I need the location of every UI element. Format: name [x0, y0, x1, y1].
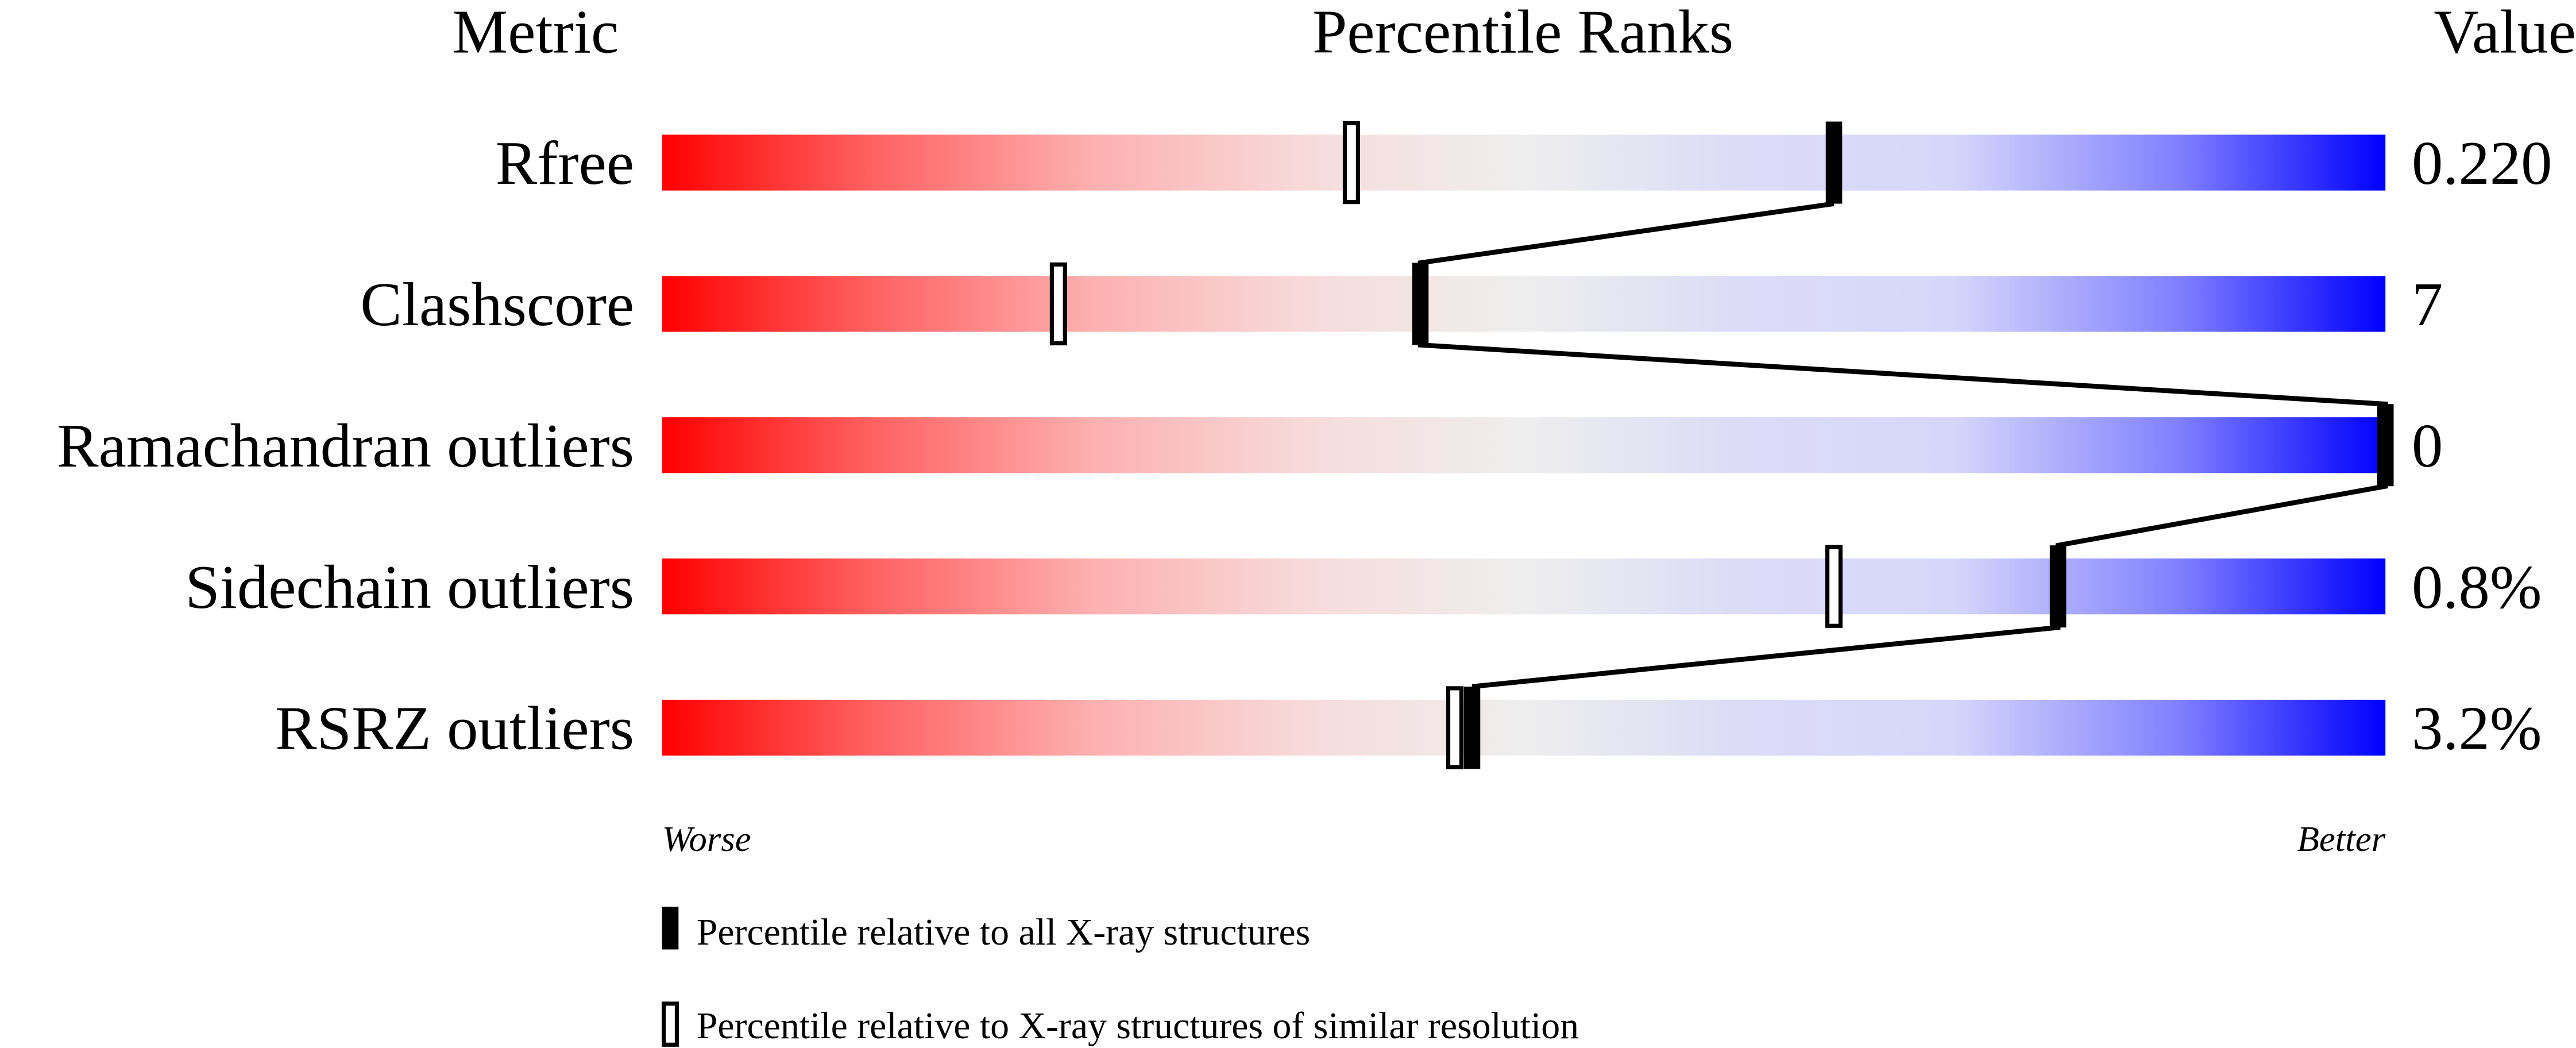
metric-label-rfree: Rfree	[496, 128, 634, 198]
legend-filled-marker	[662, 907, 679, 950]
marker-all-ramachandran-outliers	[2377, 404, 2394, 487]
marker-similar-rfree	[1342, 121, 1360, 205]
header-value: Value	[2434, 0, 2576, 66]
percentile-bar-rsrz-outliers	[662, 699, 2386, 756]
metric-value-ramachandran-outliers: 0	[2412, 411, 2443, 480]
legend-open-marker	[661, 1001, 679, 1047]
marker-all-rsrz-outliers	[1463, 687, 1481, 769]
percentile-bar-rfree	[662, 134, 2386, 191]
legend-open-label: Percentile relative to X-ray structures …	[697, 1005, 1579, 1047]
percentile-bar-ramachandran-outliers	[662, 417, 2386, 473]
metric-value-rsrz-outliers: 3.2%	[2412, 693, 2542, 763]
metric-label-sidechain-outliers: Sidechain outliers	[185, 552, 634, 622]
metric-label-clashscore: Clashscore	[360, 269, 634, 339]
header-metric: Metric	[453, 0, 619, 66]
marker-all-rfree	[1825, 121, 1843, 204]
metric-value-rfree: 0.220	[2412, 128, 2552, 198]
metric-value-sidechain-outliers: 0.8%	[2412, 552, 2542, 622]
metric-label-rsrz-outliers: RSRZ outliers	[275, 693, 634, 763]
marker-similar-clashscore	[1049, 262, 1067, 346]
marker-all-clashscore	[1412, 263, 1429, 345]
percentile-bar-clashscore	[662, 276, 2386, 332]
marker-similar-sidechain-outliers	[1825, 545, 1843, 628]
axis-label-better: Better	[2297, 819, 2385, 859]
marker-all-sidechain-outliers	[2049, 545, 2067, 628]
metric-value-clashscore: 7	[2412, 269, 2443, 339]
metric-label-ramachandran-outliers: Ramachandran outliers	[57, 411, 634, 480]
percentile-bar-sidechain-outliers	[662, 558, 2386, 615]
marker-similar-rsrz-outliers	[1446, 686, 1463, 769]
axis-label-worse: Worse	[662, 819, 751, 859]
legend-filled-label: Percentile relative to all X-ray structu…	[697, 911, 1311, 953]
header-percentile-ranks: Percentile Ranks	[1312, 0, 1733, 66]
